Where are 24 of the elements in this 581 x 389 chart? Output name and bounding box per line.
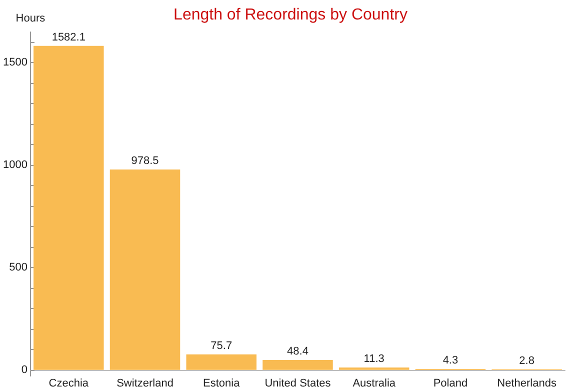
bar [34, 46, 104, 370]
x-tick-label: Czechia [48, 378, 90, 389]
bar [186, 354, 256, 370]
y-tick-label: 1500 [2, 56, 28, 69]
data-label: 75.7 [210, 340, 232, 352]
x-tick-label: Netherlands [497, 378, 557, 389]
data-label: 48.4 [287, 345, 308, 358]
x-tick-label: Australia [352, 378, 396, 389]
chart-title: Length of Recordings by Country [174, 6, 408, 24]
y-tick-label: 1000 [2, 159, 28, 172]
data-label: 978.5 [131, 155, 159, 167]
y-tick-label: 0 [21, 364, 28, 376]
data-label: 11.3 [364, 353, 384, 366]
y-axis-title: Hours [16, 12, 46, 24]
bar [110, 170, 180, 370]
y-tick-label: 500 [9, 261, 28, 274]
data-label: 2.8 [519, 354, 534, 367]
data-label: 1582.1 [52, 31, 86, 44]
x-tick-label: United States [264, 378, 332, 389]
bar [262, 360, 333, 370]
x-tick-label: Switzerland [116, 378, 174, 389]
data-label: 4.3 [442, 354, 458, 366]
x-tick-label: Poland [433, 378, 468, 389]
x-tick-label: Estonia [203, 378, 241, 389]
